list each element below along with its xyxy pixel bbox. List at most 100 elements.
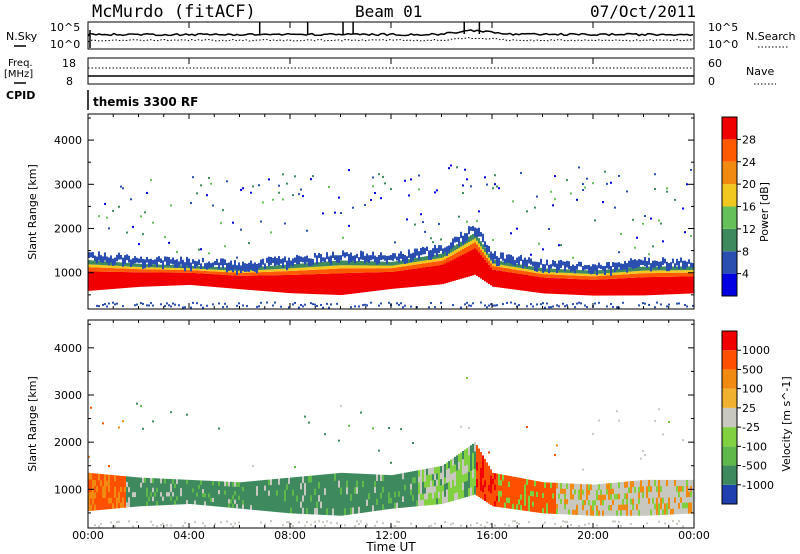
velocity-cell	[376, 486, 378, 493]
power-cell	[150, 272, 152, 287]
velocity-cell	[404, 472, 406, 479]
velocity-cell	[202, 500, 204, 506]
velocity-cell	[608, 504, 610, 511]
velocity-cell	[242, 486, 244, 492]
velocity-cell	[422, 493, 424, 500]
velocity-cell	[232, 481, 234, 487]
velocity-cell	[584, 484, 586, 490]
power-cell	[434, 258, 436, 262]
power-cell	[582, 279, 584, 296]
power-cell	[468, 251, 470, 277]
velocity-cell	[540, 481, 542, 488]
colorbar-tick-label: 20	[742, 178, 756, 191]
colorbar-swatch	[722, 273, 737, 296]
power-cell	[312, 269, 314, 275]
velocity-scatter	[582, 468, 584, 471]
velocity-cell	[320, 481, 322, 489]
velocity-cell	[350, 480, 352, 488]
power-cell	[166, 272, 168, 286]
velocity-cell	[222, 498, 224, 503]
velocity-cell	[238, 490, 240, 496]
velocity-cell	[138, 486, 140, 493]
velocity-cell	[444, 489, 446, 497]
velocity-cell	[348, 480, 350, 488]
power-cell	[602, 279, 604, 296]
velocity-cell	[482, 484, 484, 493]
velocity-cell	[290, 507, 292, 514]
power-scatter	[114, 303, 116, 306]
power-scatter	[250, 191, 252, 194]
power-scatter	[566, 179, 568, 182]
power-cell	[420, 261, 422, 264]
velocity-cell	[96, 491, 98, 499]
power-scatter	[292, 194, 294, 197]
power-scatter	[374, 192, 376, 195]
velocity-cell	[558, 493, 560, 499]
power-cell	[400, 264, 402, 267]
velocity-cell	[150, 491, 152, 497]
power-cell	[260, 272, 262, 276]
velocity-cell	[420, 475, 422, 483]
velocity-cell	[522, 483, 524, 490]
power-cell	[120, 271, 122, 289]
velocity-scatter	[382, 522, 384, 525]
velocity-cell	[246, 499, 248, 505]
power-cell	[578, 273, 580, 276]
power-cell	[218, 262, 220, 270]
power-cell	[506, 254, 508, 263]
power-scatter	[494, 304, 496, 307]
velocity-cell	[306, 494, 308, 502]
velocity-cell	[616, 509, 618, 516]
velocity-cell	[282, 495, 284, 502]
power-cell	[480, 246, 482, 250]
power-cell	[296, 274, 298, 294]
power-cell	[316, 269, 318, 275]
velocity-scatter	[678, 520, 680, 523]
velocity-cell	[330, 507, 332, 516]
velocity-cell	[336, 487, 338, 495]
power-cell	[596, 279, 598, 296]
velocity-cell	[88, 491, 90, 499]
power-cell	[338, 268, 340, 274]
power-scatter	[196, 302, 198, 305]
velocity-scatter	[654, 420, 656, 423]
velocity-cell	[112, 475, 114, 482]
velocity-cell	[94, 491, 96, 499]
velocity-cell	[196, 496, 198, 501]
power-cell	[130, 272, 132, 288]
power-scatter	[594, 302, 596, 305]
velocity-cell	[428, 468, 430, 475]
power-cell	[554, 274, 556, 279]
velocity-cell	[162, 500, 164, 506]
power-cell	[474, 248, 476, 275]
velocity-cell	[114, 480, 116, 487]
power-scatter	[320, 303, 322, 306]
power-cell	[582, 273, 584, 276]
freq-right-tick-bottom: 0	[708, 75, 715, 88]
velocity-cell	[272, 495, 274, 502]
velocity-cell	[366, 480, 368, 488]
power-cell	[626, 263, 628, 273]
power-cell	[424, 260, 426, 264]
velocity-cell	[120, 486, 122, 493]
velocity-scatter	[292, 525, 294, 528]
power-cell	[634, 259, 636, 269]
velocity-cell	[400, 496, 402, 503]
velocity-cell	[600, 504, 602, 511]
power-scatter	[164, 305, 166, 308]
power-cell	[520, 268, 522, 271]
power-cell	[212, 262, 214, 267]
power-cell	[280, 259, 282, 264]
velocity-cell	[434, 498, 436, 505]
velocity-cell	[228, 490, 230, 495]
power-scatter	[198, 248, 200, 251]
velocity-cell	[616, 493, 618, 500]
power-cell	[384, 255, 386, 261]
power-cell	[446, 258, 448, 263]
power-cell	[164, 269, 166, 273]
power-cell	[368, 255, 370, 263]
power-cell	[418, 251, 420, 260]
velocity-cell	[310, 501, 312, 508]
power-scatter	[152, 221, 154, 224]
power-scatter	[510, 232, 512, 235]
